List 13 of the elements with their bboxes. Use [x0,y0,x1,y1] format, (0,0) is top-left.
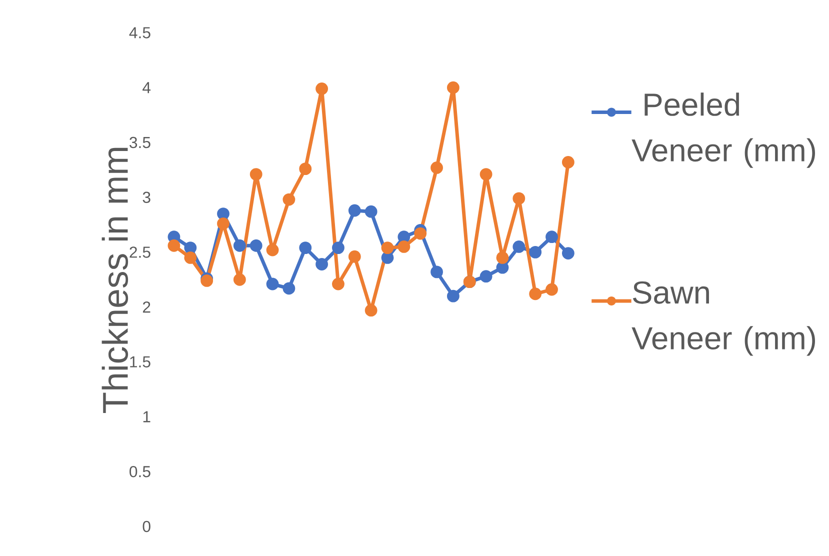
y-tick-label: 1 [143,411,150,422]
legend-label: Sawn Veneer (mm) [632,281,815,356]
y-tick-label: 0 [142,520,150,532]
legend-label: Peeled Veneer (mm) [632,92,815,168]
y-tick-label: 2 [142,301,150,312]
y-tick-label: 2.5 [130,246,150,258]
y-tick-label: 4 [142,82,151,93]
y-tick-label: 3.5 [130,136,150,148]
y-tick-label: 1.5 [130,356,150,368]
y-tick-label: 0.5 [130,466,150,478]
y-tick-label: 3 [142,192,150,203]
y-axis-title: Thickness in mm [102,148,128,413]
y-tick-label: 4.5 [129,27,150,38]
